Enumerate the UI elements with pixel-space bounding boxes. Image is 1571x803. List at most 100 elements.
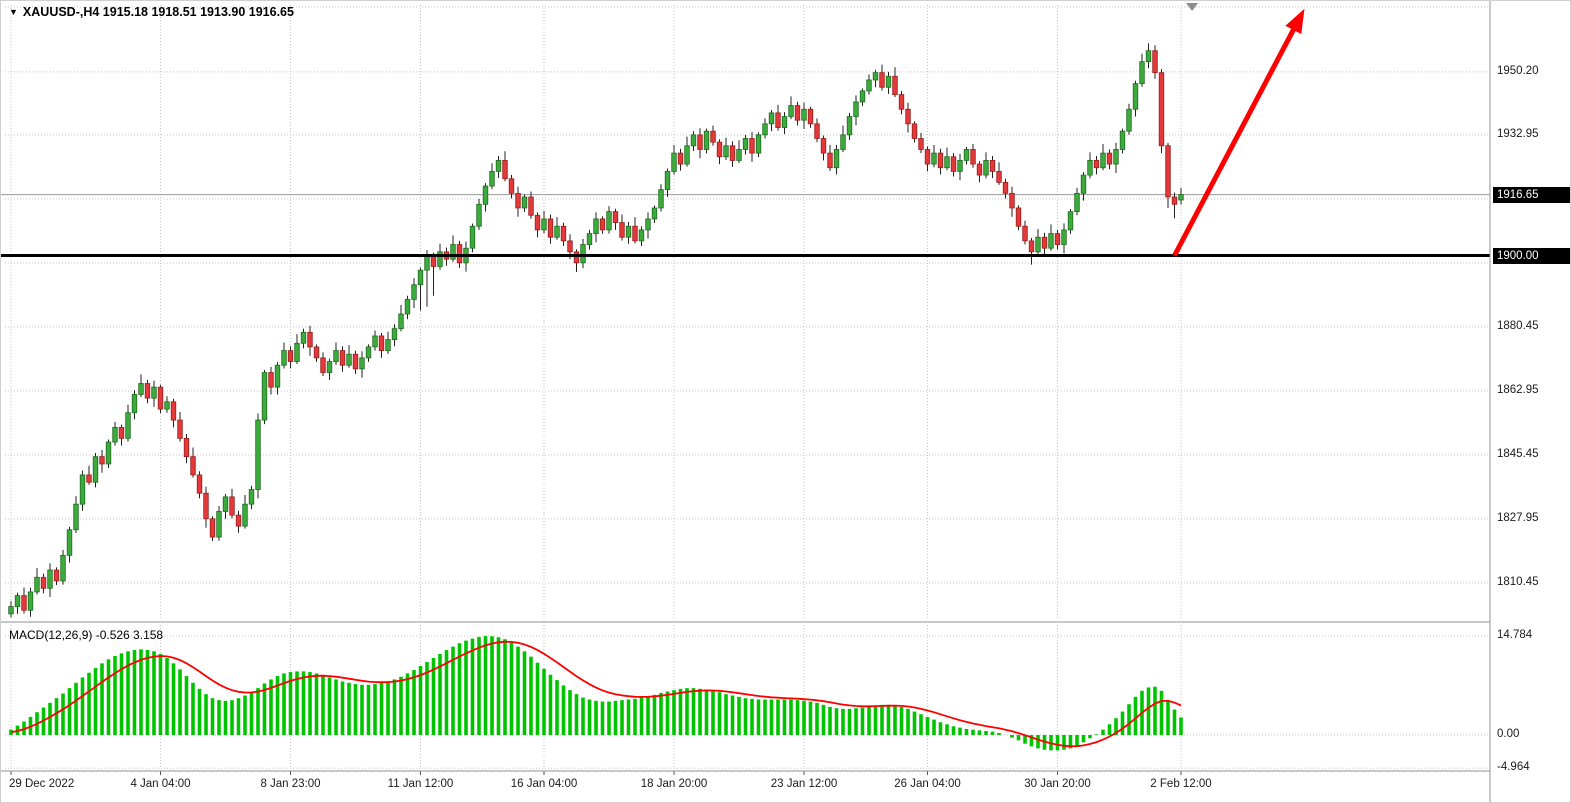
macd-bar (1127, 704, 1131, 735)
candle-body (1002, 181, 1009, 194)
candle-body (677, 152, 684, 165)
macd-bar (938, 722, 943, 735)
candle-body (53, 569, 60, 582)
price-axis-label: 1827.95 (1497, 511, 1539, 524)
macd-bar (139, 649, 143, 735)
candle-body (612, 211, 619, 223)
trend-arrow-head[interactable] (1285, 8, 1305, 35)
support-price-tag: 1900.00 (1493, 247, 1570, 264)
macd-bar (470, 638, 475, 735)
candle-body (651, 207, 658, 220)
macd-bar (984, 730, 988, 735)
time-axis-label: 30 Jan 20:00 (1024, 778, 1091, 790)
time-axis-label: 26 Jan 04:00 (894, 778, 961, 790)
macd-bar (893, 705, 897, 735)
macd-bar (932, 719, 936, 735)
candle-body (742, 138, 749, 150)
macd-bar (990, 731, 995, 735)
macd-bar (633, 698, 637, 735)
macd-bar (243, 695, 247, 735)
candle-body (209, 518, 216, 538)
macd-bar (639, 697, 644, 735)
candle-body (814, 123, 820, 139)
trend-arrow-line[interactable] (1172, 18, 1302, 257)
scroll-to-end-marker-icon[interactable] (1186, 3, 1199, 11)
candle-body (762, 123, 768, 136)
candle-body (177, 419, 183, 439)
macd-bar (854, 708, 858, 735)
price-axis-label: 1810.45 (1497, 575, 1539, 588)
candle-body (1178, 194, 1184, 201)
candle-body (1080, 174, 1087, 194)
macd-bar (405, 673, 410, 735)
candle-body (619, 222, 625, 238)
price-axis-label: 1932.95 (1497, 128, 1539, 140)
candle-body (112, 426, 118, 443)
macd-bar (126, 651, 130, 735)
macd-bar (743, 698, 748, 735)
macd-axis-label: -4.964 (1497, 761, 1530, 774)
candle-body (801, 108, 807, 121)
candle-body (1126, 108, 1132, 132)
macd-bar (756, 699, 761, 735)
macd-bar (210, 698, 215, 735)
price-axis[interactable]: 1950.20 1932.95 1880.45 1862.95 1845.45 1827.… (1493, 1, 1570, 802)
macd-bar (600, 701, 605, 735)
macd-bar (919, 714, 923, 735)
candle-body (898, 94, 905, 110)
macd-bar (789, 699, 793, 735)
candle-body (391, 328, 398, 341)
candle-body (34, 576, 40, 593)
macd-bar (54, 698, 59, 735)
candle-body (599, 218, 606, 231)
macd-bar (834, 708, 839, 735)
candle-body (21, 595, 27, 611)
candle-body (47, 569, 53, 589)
candle-body (255, 419, 261, 490)
macd-bar (1107, 724, 1112, 735)
candle-body (632, 225, 638, 242)
candle-body (482, 185, 489, 205)
macd-axis-label: 0.00 (1497, 727, 1520, 740)
macd-bar (1029, 734, 1034, 747)
macd-bar (925, 716, 930, 735)
candle-body (866, 79, 872, 92)
candle-body (534, 214, 541, 231)
macd-bar (490, 636, 494, 735)
macd-bar (529, 656, 533, 735)
macd-bar (100, 663, 104, 735)
candle-body (1015, 207, 1022, 227)
candle-body (807, 108, 814, 125)
macd-bar (334, 679, 338, 735)
time-axis[interactable]: 29 Dec 2022 4 Jan 04:00 8 Jan 23:00 11 Jan … (1, 775, 1491, 802)
candle-body (404, 298, 411, 315)
candle-body (320, 357, 326, 373)
candle-body (788, 105, 794, 117)
macd-bar (613, 700, 618, 735)
macd-bar (821, 704, 826, 735)
macd-bar (841, 708, 845, 735)
candle-body (359, 357, 365, 370)
candle-body (710, 130, 716, 143)
candle-body (567, 240, 573, 253)
candle-body (73, 503, 79, 531)
candle-body (580, 244, 586, 264)
candle-body (1165, 145, 1171, 198)
candle-body (996, 170, 1002, 183)
candle-body (560, 225, 567, 242)
macd-histogram-layer (9, 636, 1183, 751)
macd-bar (269, 679, 273, 735)
macd-bar (1159, 690, 1164, 735)
candle-body (840, 134, 846, 150)
macd-bar (587, 699, 592, 735)
macd-bar (152, 651, 156, 735)
candle-body (437, 251, 443, 267)
macd-bar (171, 663, 176, 735)
candle-body (736, 149, 742, 161)
candle-body (138, 383, 144, 395)
macd-bar (1166, 700, 1170, 735)
macd-bar (275, 676, 280, 735)
symbol-dropdown-icon[interactable]: ▼ (9, 6, 18, 17)
candle-body (827, 152, 833, 169)
